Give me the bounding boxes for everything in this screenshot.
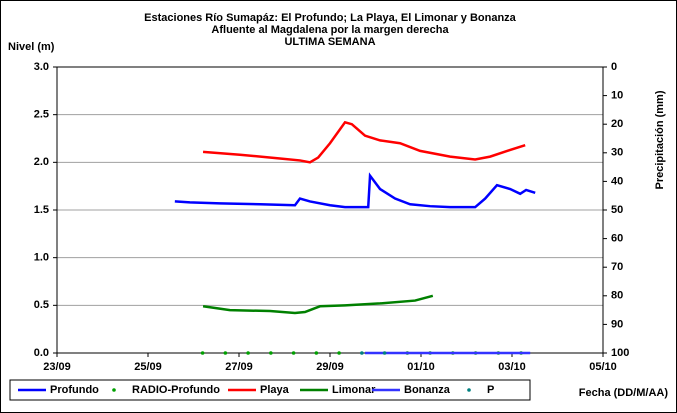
legend-swatch [467, 388, 471, 392]
series-dot [291, 351, 296, 355]
series-line [174, 172, 536, 209]
x-tick-label: 05/10 [589, 361, 617, 373]
y2-tick-label: 100 [611, 347, 629, 359]
y-tick-label: 1.0 [34, 252, 49, 264]
chart-title: Estaciones Río Sumapáz: El Profundo; La … [144, 12, 517, 24]
y2-axis-label: Precipitación (mm) [654, 90, 666, 189]
y2-tick-label: 70 [611, 261, 623, 273]
x-tick-label: 23/09 [43, 361, 71, 373]
legend-label: Bonanza [404, 384, 451, 396]
y-tick-label: 2.5 [34, 109, 49, 121]
y2-tick-label: 20 [611, 118, 623, 130]
legend-label: P [487, 384, 494, 396]
legend-label: RADIO-Profundo [132, 384, 220, 396]
y-tick-label: 1.5 [34, 204, 49, 216]
legend-label: Limonar [332, 384, 376, 396]
series-dot [314, 351, 319, 355]
chart-subtitle: ULTIMA SEMANA [284, 36, 375, 48]
series-dot [360, 351, 364, 355]
x-tick-label: 29/09 [316, 361, 344, 373]
series-dot [269, 351, 273, 355]
y2-tick-label: 80 [611, 290, 623, 302]
legend-label: Playa [260, 384, 290, 396]
series-line [202, 294, 434, 315]
y2-tick-label: 60 [611, 233, 623, 245]
legend-box [9, 379, 531, 401]
y2-tick-label: 40 [611, 175, 623, 187]
y2-tick-label: 30 [611, 147, 623, 159]
y-tick-label: 0.0 [34, 347, 49, 359]
x-tick-label: 03/10 [498, 361, 526, 373]
x-tick-label: 27/09 [225, 361, 253, 373]
series-dot [200, 351, 205, 355]
x-tick-label: 01/10 [407, 361, 435, 373]
chart-subtitle: Afluente al Magdalena por la margen dere… [211, 24, 449, 36]
series-dot [382, 351, 387, 355]
y-axis-label: Nivel (m) [8, 41, 55, 53]
series-line [202, 120, 526, 164]
y-tick-label: 0.5 [34, 299, 49, 311]
plot-area [56, 66, 604, 354]
y2-tick-label: 50 [611, 204, 623, 216]
series-dot [337, 351, 341, 355]
series-dot [246, 351, 250, 355]
y-tick-label: 2.0 [34, 156, 49, 168]
legend-label: Profundo [50, 384, 99, 396]
x-tick-label: 25/09 [134, 361, 162, 373]
legend-swatch [112, 388, 116, 392]
y2-tick-label: 10 [611, 90, 623, 102]
x-axis-label: Fecha (DD/M/AA) [579, 387, 669, 399]
y-tick-label: 3.0 [34, 61, 49, 73]
y2-tick-label: 0 [611, 61, 617, 73]
y2-tick-label: 90 [611, 318, 623, 330]
series-dot [223, 351, 228, 355]
